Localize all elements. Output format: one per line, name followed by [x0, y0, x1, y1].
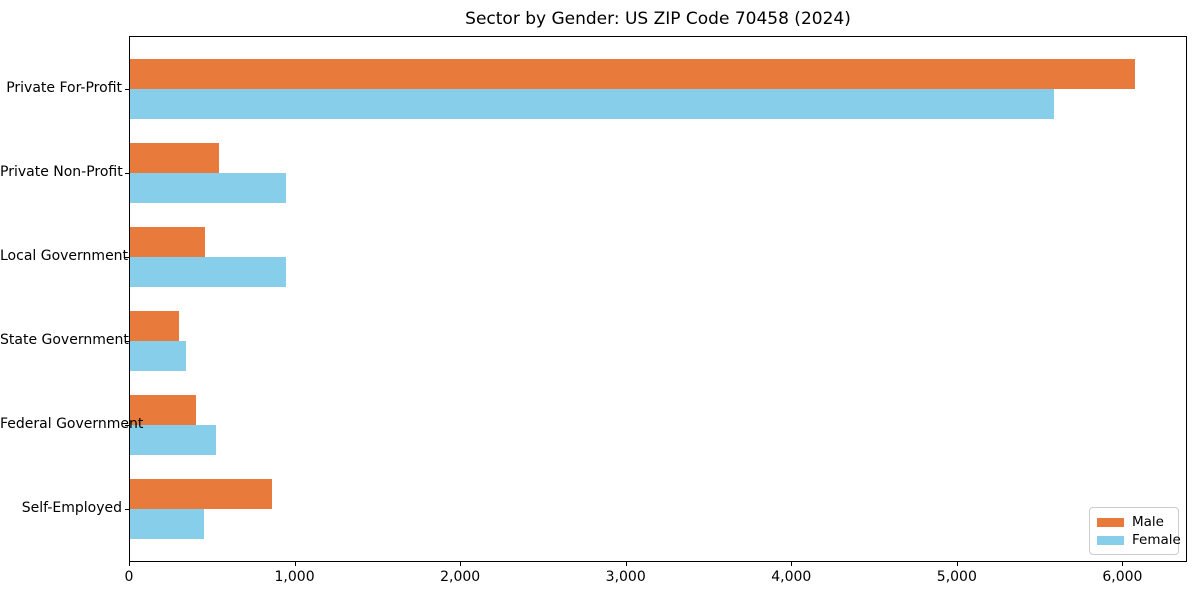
y-axis-label: Local Government — [0, 248, 129, 264]
female-color-swatch — [1097, 535, 1124, 545]
bar-female — [130, 173, 286, 203]
x-axis-tick-label: 6,000 — [1102, 569, 1143, 585]
y-axis-label: Private Non-Profit — [0, 164, 123, 180]
x-axis-tick — [791, 562, 793, 566]
x-axis-tick — [1122, 562, 1124, 566]
chart-title: Sector by Gender: US ZIP Code 70458 (202… — [465, 9, 851, 29]
male-color-swatch — [1097, 517, 1124, 527]
legend: Male Female — [1089, 507, 1181, 555]
y-axis-tick — [125, 257, 129, 258]
x-axis-tick — [625, 562, 627, 566]
legend-entry-female: Female — [1097, 532, 1181, 548]
y-axis-tick — [125, 173, 129, 174]
y-axis-label: State Government — [0, 332, 129, 348]
x-axis-tick-label: 4,000 — [771, 569, 812, 585]
y-axis-label: Private For-Profit — [6, 80, 122, 96]
bar-female — [130, 341, 187, 371]
x-axis-tick — [294, 562, 296, 566]
y-axis-label: Self-Employed — [21, 500, 122, 516]
x-axis-tick — [129, 562, 130, 566]
x-axis-tick — [460, 562, 462, 566]
bar-male — [130, 59, 1136, 89]
x-axis-tick-label: 2,000 — [440, 569, 481, 585]
x-axis-tick-label: 0 — [124, 569, 134, 585]
legend-label-female: Female — [1132, 532, 1181, 548]
bar-female — [130, 257, 287, 287]
legend-entry-male: Male — [1097, 514, 1170, 530]
bar-female — [130, 89, 1054, 119]
bar-male — [130, 227, 205, 257]
x-axis-tick-label: 3,000 — [605, 569, 646, 585]
y-axis-label: Federal Government — [0, 416, 144, 432]
y-axis-tick — [125, 425, 129, 426]
bar-male — [130, 143, 219, 173]
legend-label-male: Male — [1132, 514, 1164, 530]
bar-female — [130, 425, 217, 455]
y-axis-tick — [125, 341, 129, 342]
bar-female — [130, 509, 204, 539]
y-axis-tick — [125, 509, 129, 510]
bar-male — [130, 311, 179, 341]
x-axis-tick — [956, 562, 958, 566]
x-axis-tick-label: 5,000 — [936, 569, 977, 585]
x-axis-tick-label: 1,000 — [274, 569, 315, 585]
bar-male — [130, 395, 197, 425]
y-axis-tick — [125, 89, 129, 90]
bar-male — [130, 479, 272, 509]
